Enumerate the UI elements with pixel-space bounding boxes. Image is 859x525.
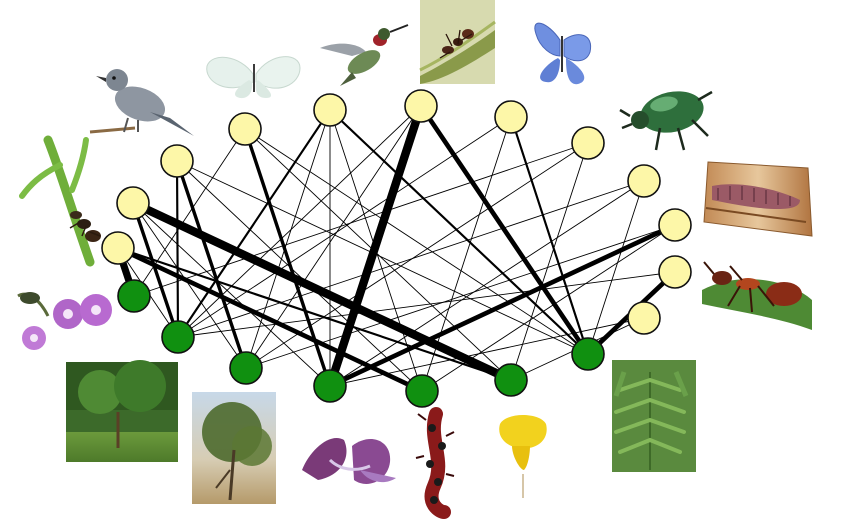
animal-node-a7: [494, 100, 528, 134]
animal-node-a6: [404, 89, 438, 123]
animal-node-a5: [313, 93, 347, 127]
interaction-link-a8-p6: [510, 142, 589, 381]
green-beetle-photo: [619, 90, 713, 151]
fern-leaf-plant-photo: [612, 360, 696, 472]
interaction-link-a9-p4: [329, 180, 645, 387]
animal-node-a9: [627, 164, 661, 198]
interaction-link-a4-p4: [243, 127, 332, 388]
interaction-link-a10-p5: [421, 224, 676, 392]
animal-node-a4: [228, 112, 262, 146]
ant-on-stem-closeup-photo: [419, 0, 496, 84]
red-seed-pod-photo: [415, 407, 455, 519]
interaction-link-a9-p7: [587, 180, 645, 355]
interaction-link-a2-p6: [128, 198, 516, 385]
interaction-link-a5-p2: [176, 108, 332, 339]
interaction-link-a2-p3: [132, 202, 247, 369]
animal-node-a1: [101, 231, 135, 265]
animal-node-a11: [658, 255, 692, 289]
red-ant-photo: [702, 261, 812, 330]
interaction-link-a4-p1: [133, 128, 246, 297]
plant-node-p2: [161, 320, 195, 354]
hummingbird-photo: [320, 24, 409, 86]
purple-flower-closeup-photo: [302, 438, 396, 484]
interaction-link-a2-p4: [132, 202, 331, 387]
interaction-link-a1-p6: [116, 246, 513, 382]
network-nodes: [101, 89, 692, 408]
plant-node-p4: [313, 369, 347, 403]
interaction-link-a10-p4: [327, 222, 678, 389]
plant-node-p7: [571, 337, 605, 371]
interaction-link-a3-p7: [176, 160, 589, 355]
interaction-link-a7-p7: [509, 115, 590, 356]
interaction-link-a7-p5: [421, 116, 512, 392]
interaction-link-a5-p7: [328, 108, 590, 356]
animal-node-a12: [627, 301, 661, 335]
plant-node-p3: [229, 351, 263, 385]
interaction-link-a6-p7: [418, 103, 591, 357]
interaction-link-a7-p2: [177, 116, 512, 338]
plant-node-p6: [494, 363, 528, 397]
interaction-link-a2-p2: [131, 201, 180, 339]
interaction-link-a8-p1: [133, 142, 589, 297]
white-butterfly-photo: [206, 56, 301, 99]
yellow-flower-photo: [499, 415, 547, 498]
purple-flowers-photo: [17, 292, 112, 350]
interaction-link-a9-p2: [177, 180, 645, 338]
larva-in-wood-photo: [703, 161, 813, 237]
shrub-habitat-photo: [66, 360, 178, 462]
interaction-link-a4-p7: [244, 128, 589, 355]
plant-node-p1: [117, 279, 151, 313]
interaction-link-a11-p2: [177, 271, 676, 338]
interaction-link-a6-p2: [177, 105, 422, 338]
ant-on-stem-photo: [19, 135, 101, 267]
interaction-link-a10-p3: [245, 224, 676, 369]
gray-bird-photo: [89, 69, 194, 136]
animal-node-a8: [571, 126, 605, 160]
interaction-link-a6-p4: [325, 101, 426, 391]
interaction-link-a8-p3: [245, 142, 589, 369]
interaction-link-a12-p4: [329, 317, 645, 387]
plant-node-p5: [405, 374, 439, 408]
animal-node-a10: [658, 208, 692, 242]
interaction-link-a3-p2: [175, 159, 180, 339]
tree-habitat-photo: [192, 392, 276, 504]
animal-node-a3: [160, 144, 194, 178]
blue-butterfly-photo: [534, 22, 592, 85]
interaction-link-a5-p3: [245, 109, 331, 369]
interaction-link-a3-p3: [175, 159, 248, 370]
animal-node-a2: [116, 186, 150, 220]
